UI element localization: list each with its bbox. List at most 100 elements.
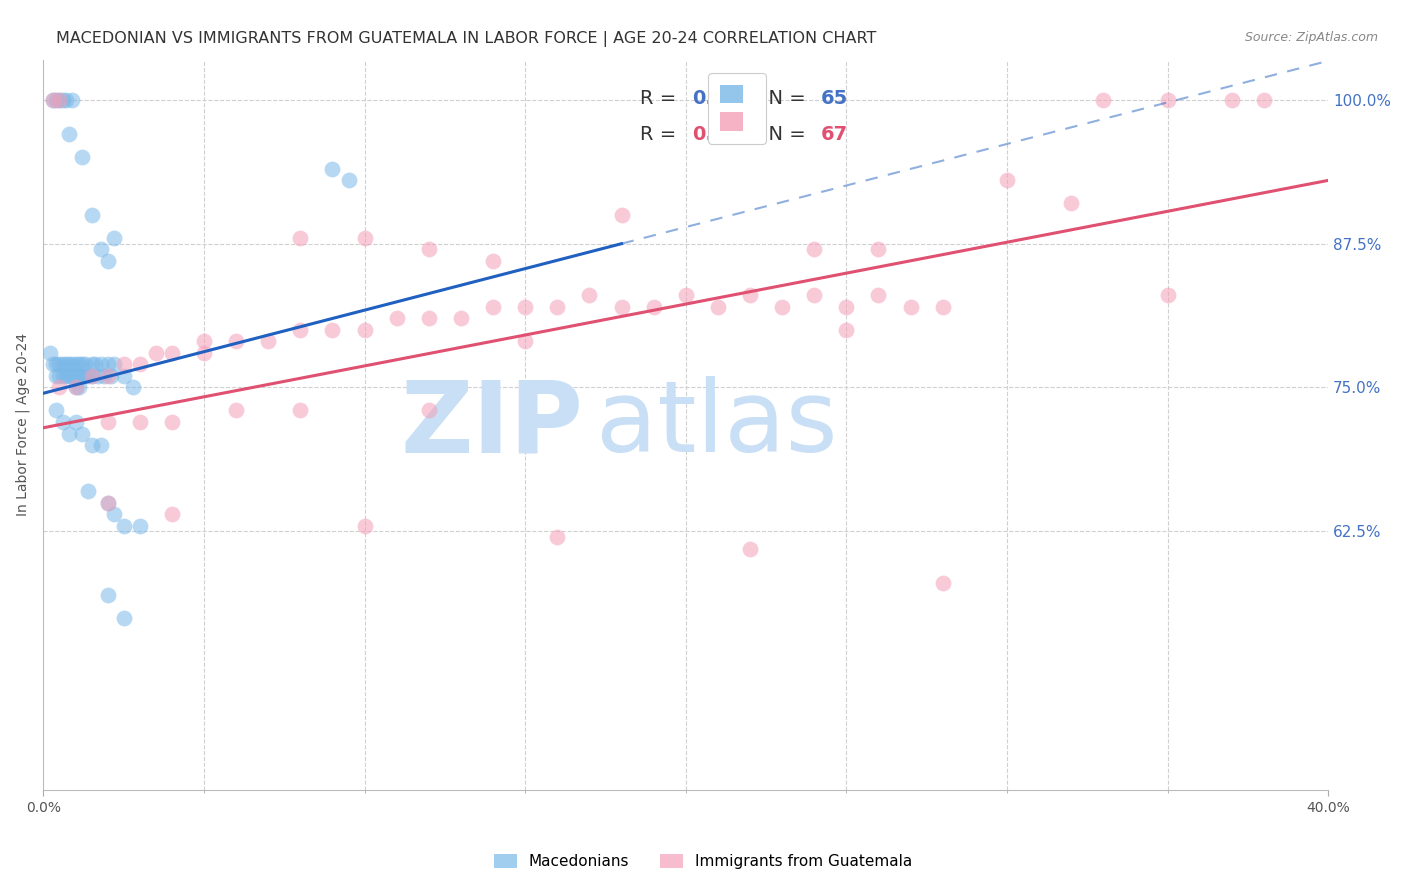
Point bbox=[103, 231, 125, 245]
Point bbox=[738, 541, 761, 556]
Point bbox=[80, 208, 103, 222]
Point bbox=[42, 93, 65, 107]
Point bbox=[868, 288, 890, 302]
Point bbox=[52, 93, 75, 107]
Point bbox=[1220, 93, 1243, 107]
Point bbox=[122, 380, 145, 394]
Point bbox=[67, 380, 90, 394]
Point bbox=[160, 507, 183, 521]
Point bbox=[418, 311, 440, 326]
Point bbox=[353, 518, 375, 533]
Point bbox=[90, 358, 112, 372]
Point bbox=[97, 415, 120, 429]
Point bbox=[321, 323, 343, 337]
Y-axis label: In Labor Force | Age 20-24: In Labor Force | Age 20-24 bbox=[15, 334, 30, 516]
Point bbox=[337, 173, 360, 187]
Point bbox=[48, 93, 70, 107]
Point bbox=[65, 415, 87, 429]
Point bbox=[60, 358, 83, 372]
Point bbox=[55, 368, 77, 383]
Point bbox=[65, 358, 87, 372]
Point bbox=[145, 346, 167, 360]
Text: Source: ZipAtlas.com: Source: ZipAtlas.com bbox=[1244, 31, 1378, 45]
Point bbox=[97, 254, 120, 268]
Point bbox=[738, 288, 761, 302]
Text: 0.379: 0.379 bbox=[692, 126, 754, 145]
Point bbox=[1060, 196, 1083, 211]
Text: 65: 65 bbox=[821, 89, 848, 108]
Point bbox=[45, 403, 67, 417]
Point bbox=[103, 507, 125, 521]
Point bbox=[610, 300, 633, 314]
Point bbox=[80, 438, 103, 452]
Point bbox=[70, 368, 93, 383]
Point bbox=[1156, 288, 1178, 302]
Point bbox=[321, 161, 343, 176]
Point bbox=[80, 368, 103, 383]
Point bbox=[48, 93, 70, 107]
Point bbox=[193, 346, 215, 360]
Point bbox=[67, 368, 90, 383]
Point bbox=[835, 323, 858, 337]
Point bbox=[93, 368, 115, 383]
Point bbox=[77, 368, 100, 383]
Text: R =: R = bbox=[640, 126, 682, 145]
Point bbox=[868, 243, 890, 257]
Point bbox=[75, 368, 97, 383]
Point bbox=[70, 150, 93, 164]
Point bbox=[112, 368, 135, 383]
Point bbox=[803, 243, 825, 257]
Point bbox=[97, 358, 120, 372]
Point bbox=[52, 415, 75, 429]
Point bbox=[112, 610, 135, 624]
Text: R =: R = bbox=[640, 89, 682, 108]
Point bbox=[225, 334, 247, 349]
Point bbox=[995, 173, 1018, 187]
Point bbox=[65, 368, 87, 383]
Legend: Macedonians, Immigrants from Guatemala: Macedonians, Immigrants from Guatemala bbox=[488, 847, 918, 875]
Text: 0.162: 0.162 bbox=[692, 89, 754, 108]
Point bbox=[128, 415, 150, 429]
Point bbox=[48, 368, 70, 383]
Point bbox=[482, 300, 505, 314]
Point bbox=[58, 128, 80, 142]
Point bbox=[1253, 93, 1275, 107]
Point bbox=[900, 300, 922, 314]
Point bbox=[52, 368, 75, 383]
Point bbox=[515, 300, 537, 314]
Text: ZIP: ZIP bbox=[401, 376, 583, 474]
Text: N =: N = bbox=[756, 89, 813, 108]
Text: N =: N = bbox=[756, 126, 813, 145]
Point bbox=[225, 403, 247, 417]
Point bbox=[80, 368, 103, 383]
Point bbox=[65, 380, 87, 394]
Point bbox=[70, 426, 93, 441]
Point bbox=[515, 334, 537, 349]
Point bbox=[450, 311, 472, 326]
Point bbox=[546, 530, 568, 544]
Point bbox=[482, 254, 505, 268]
Point bbox=[52, 358, 75, 372]
Point bbox=[128, 518, 150, 533]
Point bbox=[97, 495, 120, 509]
Legend: , : , bbox=[709, 73, 766, 144]
Point bbox=[90, 438, 112, 452]
Point bbox=[112, 358, 135, 372]
Point bbox=[77, 483, 100, 498]
Point bbox=[1156, 93, 1178, 107]
Point bbox=[290, 403, 312, 417]
Point bbox=[65, 380, 87, 394]
Text: atlas: atlas bbox=[596, 376, 838, 474]
Point bbox=[100, 368, 122, 383]
Point bbox=[97, 588, 120, 602]
Point bbox=[42, 93, 65, 107]
Point bbox=[48, 380, 70, 394]
Point bbox=[55, 93, 77, 107]
Point bbox=[643, 300, 665, 314]
Point bbox=[835, 300, 858, 314]
Point bbox=[60, 368, 83, 383]
Point bbox=[97, 495, 120, 509]
Point bbox=[931, 576, 953, 591]
Point bbox=[67, 358, 90, 372]
Point bbox=[58, 368, 80, 383]
